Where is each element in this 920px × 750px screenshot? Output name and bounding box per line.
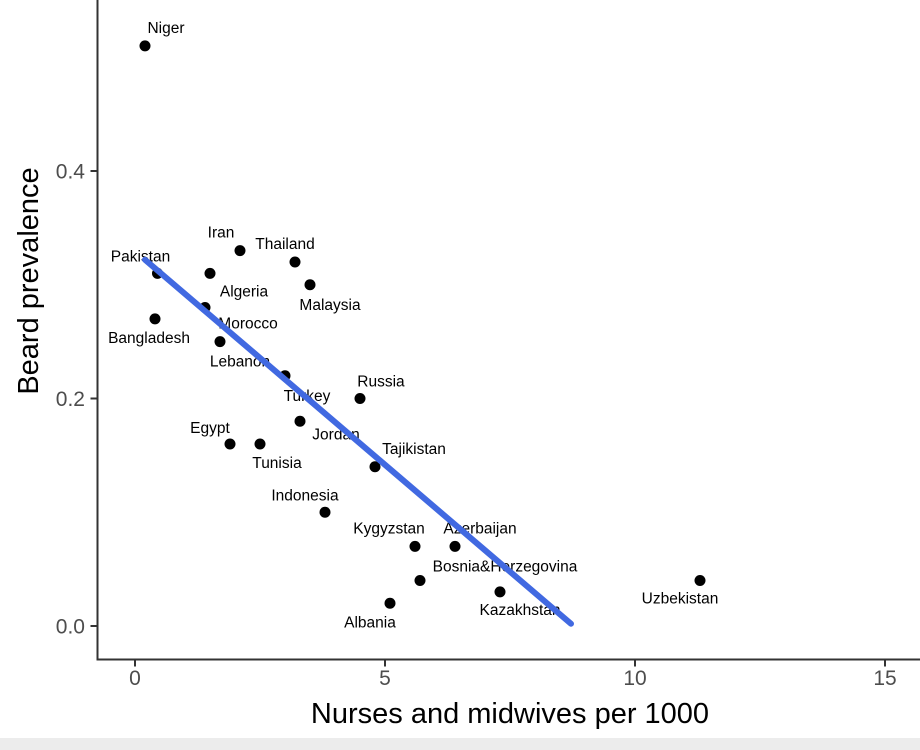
data-point-malaysia <box>304 279 316 291</box>
data-point-kygyzstan <box>409 540 421 552</box>
trend-line <box>142 256 574 627</box>
point-label-morocco: Morocco <box>218 316 277 333</box>
data-point-russia <box>354 393 366 404</box>
point-label-lebanon: Lebanon <box>210 354 270 371</box>
data-point-niger <box>139 40 151 52</box>
x-tick-label: 0 <box>129 667 141 690</box>
point-label-bangladesh: Bangladesh <box>108 330 190 347</box>
point-label-russia: Russia <box>357 374 405 391</box>
point-label-uzbekistan: Uzbekistan <box>642 591 719 608</box>
x-axis-title: Nurses and midwives per 1000 <box>310 698 710 730</box>
point-label-malaysia: Malaysia <box>299 297 361 314</box>
data-point-indonesia <box>319 506 331 518</box>
data-point-lebanon <box>214 336 226 348</box>
data-point-albania <box>384 597 396 609</box>
point-label-egypt: Egypt <box>190 420 230 437</box>
data-point-uzbekistan <box>694 575 706 586</box>
point-label-kygyzstan: Kygyzstan <box>353 520 425 537</box>
page-bottom-strip <box>0 738 920 750</box>
point-label-indonesia: Indonesia <box>271 487 339 504</box>
data-point-algeria <box>204 267 216 279</box>
data-point-kazakhstan <box>494 586 506 598</box>
data-point-iran <box>234 245 246 257</box>
x-tick-label: 5 <box>379 667 391 690</box>
point-label-pakistan: Pakistan <box>111 248 170 265</box>
point-label-niger: Niger <box>147 20 184 37</box>
data-point-egypt <box>224 438 236 450</box>
data-point-bangladesh <box>149 313 161 325</box>
point-label-kazakhstan: Kazakhstan <box>480 602 561 619</box>
data-point-tajikistan <box>369 461 381 473</box>
y-tick-label: 0.4 <box>56 161 86 184</box>
y-axis-title: Beard prevalence <box>13 167 45 395</box>
point-label-albania: Albania <box>344 614 396 631</box>
point-label-tajikistan: Tajikistan <box>382 441 446 458</box>
point-label-thailand: Thailand <box>255 236 314 253</box>
y-tick-label: 0.0 <box>56 616 85 639</box>
data-point-thailand <box>289 256 301 268</box>
data-point-bosnia-herzegovina <box>414 575 426 586</box>
point-label-iran: Iran <box>208 225 235 242</box>
data-point-azerbaijan <box>449 540 461 552</box>
x-tick-label: 10 <box>623 667 646 690</box>
point-label-algeria: Algeria <box>220 283 269 300</box>
data-point-jordan <box>294 415 306 427</box>
data-point-tunisia <box>254 438 266 450</box>
x-tick-label: 15 <box>873 667 896 690</box>
y-tick-label: 0.2 <box>56 388 85 411</box>
point-label-tunisia: Tunisia <box>252 455 302 472</box>
